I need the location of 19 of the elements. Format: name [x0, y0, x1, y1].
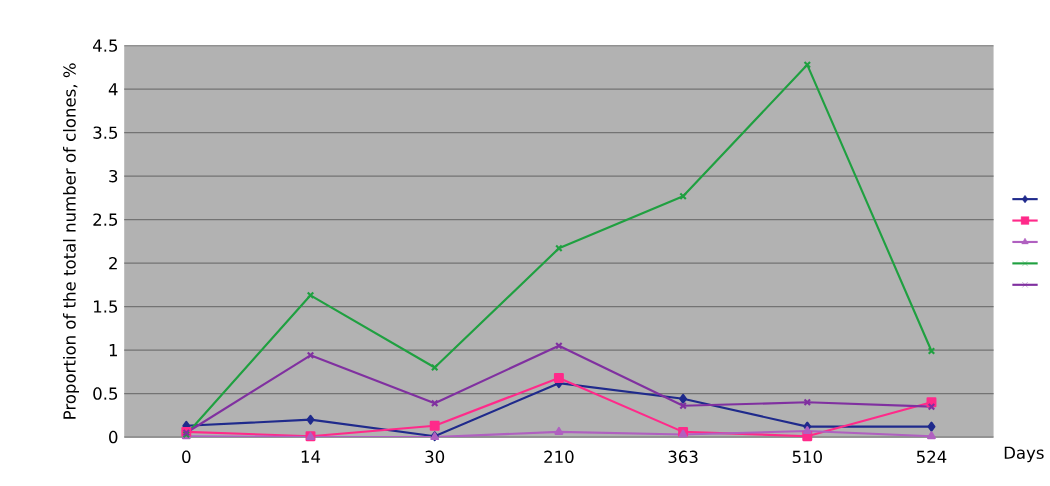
x-tick-label: 524 [916, 450, 947, 464]
y-tick-label: 2.5 [93, 213, 118, 227]
y-tick-label: 3.5 [93, 126, 118, 140]
x-tick-label: 30 [425, 450, 445, 464]
x-tick-label: 14 [301, 450, 321, 463]
x-axis-title: Days [1004, 446, 1044, 463]
y-tick-label: 4 [108, 83, 118, 96]
y-tick-label: 4.5 [92, 39, 118, 52]
y-tick-label: 3 [109, 170, 118, 183]
x-tick-label: 510 [792, 450, 822, 464]
y-tick-label: 1.5 [94, 300, 118, 313]
x-tick-label: 363 [668, 450, 698, 464]
y-tick-label: 0 [109, 430, 118, 444]
y-axis-title: Proportion of the total number of clones, % [62, 63, 79, 419]
y-tick-label: 1 [109, 344, 117, 357]
x-tick-label: 0 [182, 450, 191, 464]
y-tick-label: 2 [109, 257, 117, 270]
x-tick-label: 210 [544, 450, 574, 464]
y-tick-label: 0.5 [93, 387, 118, 400]
